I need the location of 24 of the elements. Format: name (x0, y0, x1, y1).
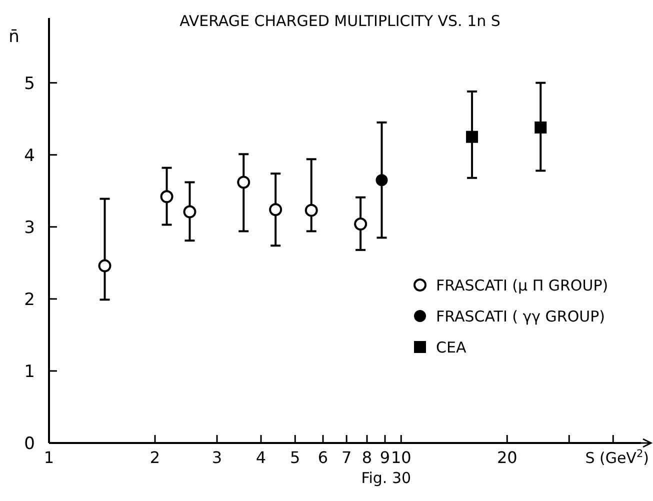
y-tick-label: 1 (24, 362, 35, 382)
x-tick-label: 20 (496, 448, 518, 467)
y-tick-label: 3 (24, 218, 35, 238)
x-axis-title: S (GeV$^{2}$) (585, 448, 649, 467)
x-tick-label: 6 (318, 448, 328, 467)
x-tick-label: 10 (390, 448, 412, 467)
y-tick-label: 4 (24, 146, 35, 166)
x-tick-label: 9 (380, 448, 390, 467)
x-tick-label: 3 (212, 448, 222, 467)
x-tick-label: 4 (256, 448, 266, 467)
x-tick-label: 1 (44, 448, 54, 467)
x-tick-label: 5 (290, 448, 300, 467)
x-tick-label: 2 (150, 448, 160, 467)
y-axis-title: n̄ (8, 27, 20, 47)
y-tick-label: 0 (24, 434, 35, 454)
x-tick-label: 7 (341, 448, 352, 467)
legend-label: FRASCATI (μ Π GROUP) (436, 276, 608, 294)
legend-label: FRASCATI ( γγ GROUP) (436, 307, 606, 326)
y-tick-label: 2 (24, 290, 35, 310)
caption: Fig. 30 (361, 469, 412, 487)
chart-title: AVERAGE CHARGED MULTIPLICITY VS. 1n S (180, 12, 500, 30)
x-tick-label: 8 (362, 448, 372, 467)
legend-label: CEA (436, 338, 467, 356)
y-tick-label: 5 (24, 74, 35, 94)
